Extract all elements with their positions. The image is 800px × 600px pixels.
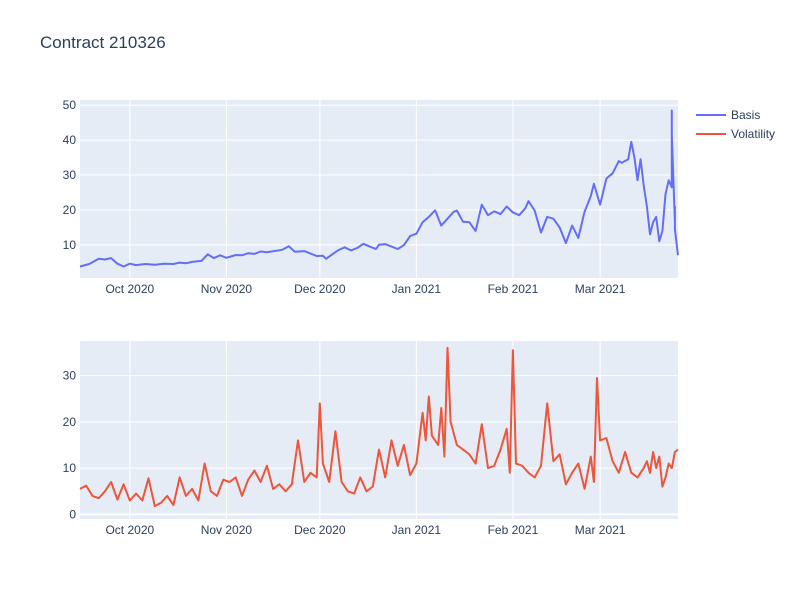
y-tick-label-volatility: 0	[69, 507, 76, 521]
x-tick-label-basis: Feb 2021	[488, 282, 539, 296]
y-tick-label-basis: 20	[63, 203, 77, 217]
series-line-basis	[79, 109, 679, 268]
grid-layer	[80, 100, 678, 519]
series-layer	[79, 109, 679, 508]
y-tick-label-basis: 10	[63, 238, 77, 252]
y-tick-label-volatility: 10	[63, 461, 77, 475]
x-tick-label-basis: Jan 2021	[392, 282, 442, 296]
y-tick-label-volatility: 20	[63, 415, 77, 429]
x-tick-label-basis: Nov 2020	[201, 282, 253, 296]
y-tick-label-basis: 30	[63, 168, 77, 182]
legend-label-volatility: Volatility	[731, 127, 775, 141]
x-tick-label-volatility: Mar 2021	[575, 523, 626, 537]
series-line-volatility	[79, 346, 679, 508]
y-tick-label-volatility: 30	[63, 369, 77, 383]
legend[interactable]: Basis Volatility	[696, 108, 775, 141]
x-tick-label-volatility: Nov 2020	[201, 523, 253, 537]
y-tick-label-basis: 50	[63, 98, 77, 112]
x-tick-label-basis: Mar 2021	[575, 282, 626, 296]
plot-background-basis	[80, 100, 678, 278]
chart-title: Contract 210326	[40, 33, 166, 52]
x-tick-label-volatility: Oct 2020	[105, 523, 154, 537]
x-tick-label-volatility: Jan 2021	[392, 523, 442, 537]
y-tick-label-basis: 40	[63, 133, 77, 147]
axis-layer: Oct 2020 Nov 2020 Dec 2020 Jan 2021 Feb 2021…	[63, 98, 626, 537]
x-tick-label-basis: Dec 2020	[294, 282, 346, 296]
legend-label-basis: Basis	[731, 108, 760, 122]
x-tick-label-volatility: Feb 2021	[488, 523, 539, 537]
x-tick-label-basis: Oct 2020	[105, 282, 154, 296]
plot-background-volatility	[80, 341, 678, 519]
x-tick-label-volatility: Dec 2020	[294, 523, 346, 537]
